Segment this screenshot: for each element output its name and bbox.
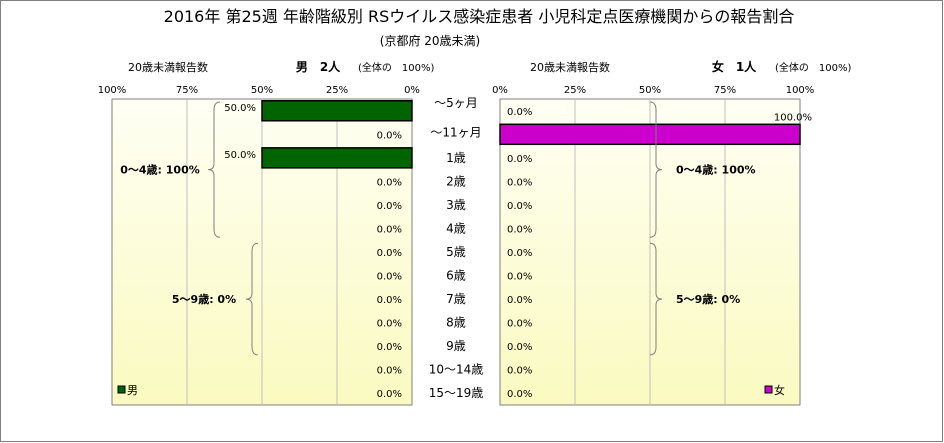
right-header-note: (全体の 100%)	[775, 61, 851, 74]
left-value-label: 0.0%	[377, 224, 402, 235]
category-label: ～11ヶ月	[430, 125, 481, 139]
chart-title: 2016年 第25週 年齢階級別 RSウイルス感染症患者 小児科定点医療機関から…	[164, 7, 795, 26]
right-tick-label: 75%	[714, 85, 736, 96]
category-label: 9歳	[446, 339, 466, 353]
left-group-label: 0～4歳: 100%	[120, 163, 200, 177]
left-tick-label: 50%	[251, 85, 273, 96]
right-bar	[499, 123, 801, 146]
male-panel: 100% 75% 50% 25% 0% 20歳未満報告数 男 2人 (全体の 100%) 50.…	[98, 59, 434, 406]
right-value-label: 0.0%	[507, 224, 532, 235]
category-label: 3歳	[446, 198, 466, 212]
left-group-label: 5～9歳: 0%	[172, 292, 236, 306]
left-value-label: 0.0%	[377, 272, 402, 283]
left-bar	[261, 147, 413, 169]
left-bar	[261, 100, 413, 122]
right-tick-label: 25%	[564, 85, 586, 96]
left-header-label: 20歳未満報告数	[128, 61, 208, 74]
left-header-note: (全体の 100%)	[358, 61, 434, 74]
category-label: 15～19歳	[429, 386, 484, 400]
right-tick-label: 0%	[492, 85, 508, 96]
left-value-label: 0.0%	[377, 130, 402, 141]
left-legend-label: 男	[127, 384, 138, 397]
right-value-label: 0.0%	[507, 295, 532, 306]
left-value-label: 0.0%	[377, 366, 402, 377]
category-label: 10～14歳	[429, 363, 484, 377]
left-value-label: 0.0%	[377, 201, 402, 212]
right-value-label: 0.0%	[507, 319, 532, 330]
right-value-label: 0.0%	[507, 272, 532, 283]
category-label: 2歳	[446, 174, 466, 188]
left-value-label: 0.0%	[377, 177, 402, 188]
category-label: ～5ヶ月	[434, 96, 478, 110]
left-value-label: 0.0%	[377, 319, 402, 330]
right-header-label: 20歳未満報告数	[530, 61, 610, 74]
right-value-label: 0.0%	[507, 248, 532, 259]
female-panel: 0% 25% 50% 75% 100% 20歳未満報告数 女 1人 (全体の 100%) 0.0…	[492, 59, 851, 406]
left-group-brace	[207, 101, 221, 238]
right-group-label: 0～4歳: 100%	[676, 163, 756, 177]
left-value-label: 0.0%	[377, 342, 402, 353]
right-value-label: 0.0%	[507, 389, 532, 400]
left-value-label: 50.0%	[224, 103, 256, 114]
right-value-label: 0.0%	[507, 154, 532, 165]
left-tick-label: 100%	[98, 85, 127, 96]
right-legend-label: 女	[774, 383, 785, 397]
right-tick-label: 100%	[786, 85, 815, 96]
right-group-brace	[649, 242, 663, 356]
right-legend-swatch	[764, 385, 773, 394]
category-label: 8歳	[446, 316, 466, 330]
right-tick-label: 50%	[639, 85, 661, 96]
left-legend-swatch	[117, 385, 126, 394]
category-label: 1歳	[446, 151, 466, 165]
chart-subtitle: (京都府 20歳未満)	[380, 33, 480, 48]
right-value-label: 0.0%	[507, 107, 532, 118]
category-label: 6歳	[446, 269, 466, 283]
left-tick-label: 0%	[404, 85, 420, 96]
age-category-labels: ～5ヶ月 ～11ヶ月 1歳 2歳 3歳 4歳 5歳 6歳 7歳 8歳 9歳 10～14歳 15～19歳	[429, 96, 484, 400]
right-value-label: 100.0%	[774, 112, 812, 123]
left-value-label: 0.0%	[377, 295, 402, 306]
right-value-label: 0.0%	[507, 366, 532, 377]
right-header-title: 女 1人	[712, 59, 757, 74]
right-group-label: 5～9歳: 0%	[676, 292, 740, 306]
left-tick-label: 75%	[176, 85, 198, 96]
category-label: 5歳	[446, 245, 466, 259]
category-label: 4歳	[446, 221, 466, 235]
right-value-label: 0.0%	[507, 177, 532, 188]
right-group-brace	[649, 101, 663, 238]
right-value-label: 0.0%	[507, 342, 532, 353]
left-value-label: 0.0%	[377, 389, 402, 400]
left-group-brace	[245, 242, 259, 356]
category-label: 7歳	[446, 292, 466, 306]
left-value-label: 50.0%	[224, 150, 256, 161]
right-value-label: 0.0%	[507, 201, 532, 212]
left-value-label: 0.0%	[377, 248, 402, 259]
left-header-title: 男 2人	[296, 59, 341, 74]
left-tick-label: 25%	[326, 85, 348, 96]
